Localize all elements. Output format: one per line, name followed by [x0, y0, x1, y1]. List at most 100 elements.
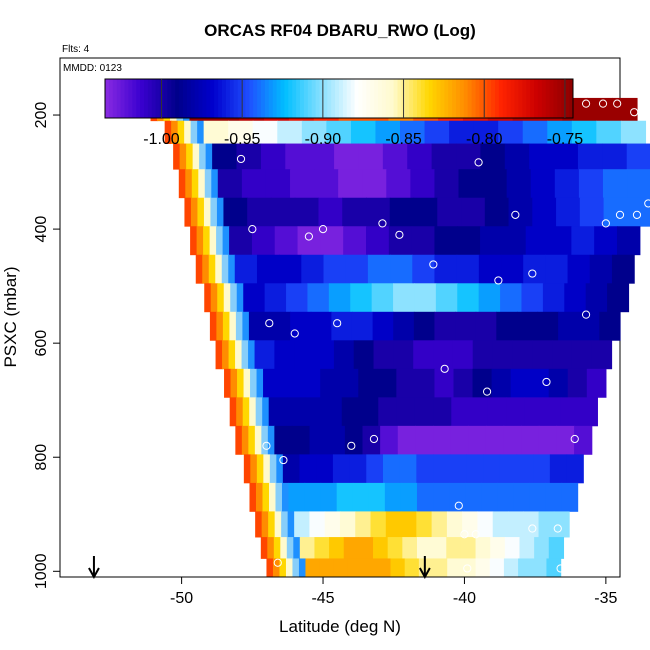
heatmap-edge-cell: [185, 169, 193, 199]
chart-title: ORCAS RF04 DBARU_RWO (Log): [204, 21, 476, 40]
heatmap-cell: [431, 511, 448, 538]
heatmap-cell: [529, 143, 555, 170]
heatmap-cell: [285, 143, 311, 170]
heatmap-cell: [548, 537, 565, 559]
heatmap-cell: [301, 254, 325, 284]
heatmap-cell: [548, 226, 572, 256]
heatmap-edge-cell: [190, 197, 198, 227]
colorbar-segment: [296, 79, 301, 118]
heatmap-cell: [433, 558, 448, 578]
data-point-marker: [615, 210, 625, 219]
heatmap-edge-cell: [173, 143, 181, 170]
heatmap-cell: [460, 537, 477, 559]
data-point-marker: [494, 276, 503, 285]
heatmap-cell: [407, 143, 433, 170]
colorbar-segment: [393, 79, 398, 118]
heatmap-cell: [384, 482, 402, 512]
heatmap-edge-cell: [243, 454, 251, 484]
colorbar-segment: [432, 79, 437, 118]
heatmap-cell: [546, 558, 562, 578]
heatmap-cell: [414, 283, 437, 313]
heatmap-cell: [612, 97, 638, 122]
heatmap-cell: [366, 197, 391, 227]
heatmap-cell: [537, 311, 559, 341]
heatmap-edge-cell: [268, 482, 276, 512]
heatmap-cell: [523, 254, 546, 284]
heatmap-cell: [373, 537, 389, 559]
data-point-marker: [304, 232, 313, 241]
heatmap-cell: [522, 120, 548, 144]
colorbar-segment: [549, 79, 554, 118]
colorbar-segment: [155, 79, 161, 118]
data-point-marker: [248, 225, 257, 234]
heatmap-cell: [320, 368, 340, 398]
heatmap-cell: [241, 169, 267, 199]
x-tick-label: -50: [170, 590, 193, 607]
colorbar-segment: [120, 79, 125, 118]
heatmap-cell: [525, 226, 550, 256]
data-point-marker: [542, 377, 551, 387]
heatmap-cell: [545, 482, 563, 512]
heatmap-edge-cell: [209, 226, 217, 256]
heatmap-cell: [497, 482, 514, 512]
heatmap-cell: [371, 283, 394, 313]
heatmap-edge-cell: [268, 511, 276, 538]
heatmap-cell: [499, 454, 518, 484]
colorbar-segment: [413, 79, 418, 118]
heatmap-cell: [503, 425, 522, 455]
heatmap-cell: [401, 511, 417, 538]
heatmap-cell: [472, 368, 493, 398]
colorbar-segment: [140, 79, 145, 118]
colorbar-segment: [225, 79, 231, 118]
data-point-marker: [613, 99, 622, 108]
heatmap-cell: [431, 537, 447, 559]
heatmap-cell: [323, 397, 343, 427]
colorbar-segment: [288, 79, 293, 118]
heatmap-cell: [534, 537, 550, 559]
heatmap-cell: [333, 340, 355, 370]
colorbar-segment: [366, 79, 371, 118]
heatmap-edge-cell: [273, 537, 281, 559]
colorbar-segment: [569, 79, 574, 118]
heatmap-cell: [399, 454, 417, 484]
data-point-marker: [598, 99, 608, 108]
colorbar-segment: [210, 79, 215, 118]
heatmap-cell: [367, 254, 391, 284]
heatmap-cell: [358, 537, 374, 559]
heatmap-edge-cell: [228, 340, 236, 370]
heatmap-cell: [480, 143, 506, 170]
data-point-marker: [262, 441, 271, 450]
colorbar-segment: [405, 79, 410, 118]
heatmap-cell: [412, 254, 436, 284]
heatmap-cell: [478, 283, 501, 313]
heatmap-cell: [433, 454, 451, 484]
heatmap-cell: [382, 143, 408, 170]
heatmap-edge-cell: [261, 511, 269, 538]
heatmap-cell: [431, 143, 457, 170]
heatmap-cell: [264, 283, 287, 313]
heatmap-cell: [318, 197, 343, 227]
data-point-marker: [333, 319, 342, 328]
heatmap-cell: [507, 511, 524, 538]
data-point-marker: [440, 364, 449, 373]
heatmap-cell: [468, 425, 487, 455]
heatmap-edge-cell: [241, 340, 249, 370]
heatmap-cell: [457, 226, 481, 256]
heatmap-cell: [532, 558, 548, 578]
heatmap-cell: [416, 482, 434, 512]
colorbar-segment: [198, 79, 203, 118]
data-point-marker: [581, 99, 591, 108]
heatmap-cell: [304, 482, 322, 512]
heatmap-cell: [265, 169, 291, 199]
colorbar-segment: [342, 79, 348, 118]
heatmap-cell: [433, 482, 450, 512]
colorbar-segment: [561, 79, 566, 118]
colorbar-segment: [175, 79, 180, 118]
heatmap-edge-cell: [235, 340, 243, 370]
heatmap-cell: [329, 537, 345, 559]
heatmap-cell: [339, 511, 356, 538]
heatmap-cell: [326, 120, 352, 144]
colorbar-segment: [541, 79, 547, 118]
heatmap-cell: [274, 340, 295, 370]
colorbar-segment: [132, 79, 137, 118]
